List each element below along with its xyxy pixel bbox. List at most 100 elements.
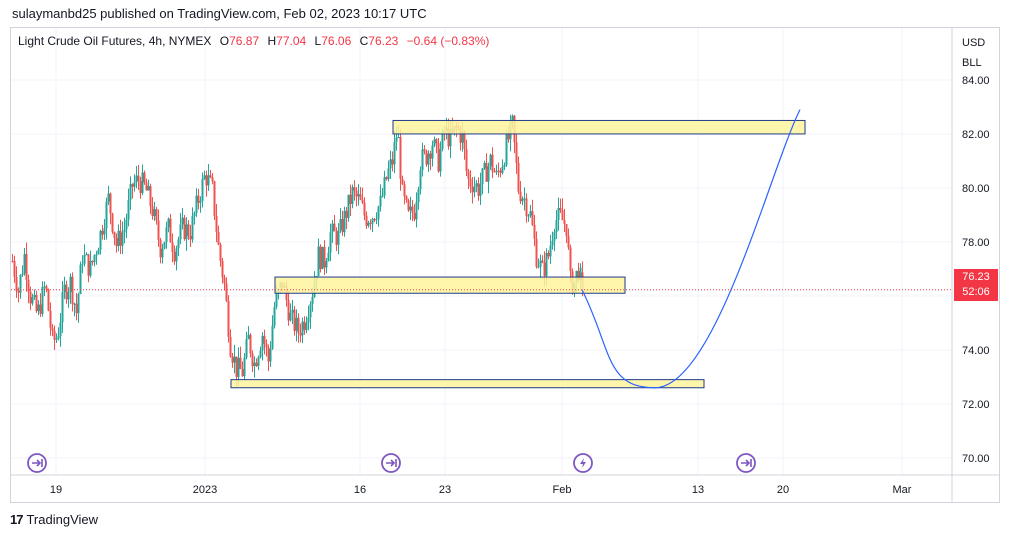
candle-body (79, 264, 82, 295)
candle-body (243, 357, 246, 377)
candle-body (161, 248, 164, 258)
candle-body (355, 190, 358, 197)
candle-body (485, 162, 488, 182)
candle-body (515, 142, 518, 163)
candle-body (365, 215, 368, 226)
candle-body (333, 223, 336, 232)
candle-body (337, 230, 340, 245)
price-tick-label: 84.00 (962, 75, 990, 87)
candle-body (463, 131, 466, 150)
candle-body (271, 325, 274, 349)
candle-body (327, 252, 330, 262)
candle-body (309, 304, 312, 318)
candle-body (113, 231, 116, 238)
candle-body (537, 266, 540, 268)
candle-body (409, 206, 412, 211)
time-tick-label: 2023 (193, 484, 217, 496)
candle-body (307, 317, 310, 323)
candle-body (179, 224, 182, 240)
candle-body (221, 260, 224, 278)
candle-body (427, 153, 430, 165)
candle-body (403, 184, 406, 197)
candle-body (51, 327, 54, 331)
candle-body (191, 215, 194, 240)
candle-body (25, 253, 28, 280)
candle-body (85, 254, 88, 256)
candle-body (91, 260, 94, 263)
high-label: H (267, 34, 277, 48)
candle-body (527, 215, 530, 217)
candle-body (23, 253, 26, 274)
candle-body (219, 244, 222, 261)
arrow-glyph (741, 459, 752, 467)
candle-body (159, 239, 162, 258)
candle-body (249, 334, 252, 354)
candle-body (389, 159, 392, 169)
candle-body (265, 343, 268, 348)
currency-label[interactable]: USD BLL (962, 33, 985, 73)
candle-body (347, 194, 350, 218)
candle-body (67, 292, 70, 300)
candle-body (183, 217, 186, 240)
candle-body (305, 322, 308, 331)
candle-body (417, 189, 420, 203)
candle-body (563, 220, 566, 225)
candle-body (131, 184, 134, 187)
instrument-title: Light Crude Oil Futures, 4h, NYMEX (18, 34, 212, 48)
candle-body (341, 219, 344, 233)
price-zone[interactable] (230, 379, 705, 389)
candle-body (543, 262, 546, 276)
time-tick-label: 23 (439, 484, 451, 496)
candle-body (345, 210, 348, 218)
candle-body (495, 170, 498, 173)
candle-body (63, 284, 66, 293)
candle-body (245, 339, 248, 358)
candle-body (433, 139, 436, 146)
candle-body (565, 224, 568, 237)
candle-body (253, 362, 256, 367)
price-zone[interactable] (392, 119, 806, 135)
candle-body (227, 301, 230, 337)
candle-body (35, 294, 38, 312)
candle-body (299, 333, 302, 336)
price-tick-label: 74.00 (962, 345, 990, 357)
low-value: 76.06 (321, 34, 352, 48)
last-price-value: 76.23 (962, 271, 990, 283)
candle-body (519, 191, 522, 202)
projection-curve[interactable] (581, 109, 801, 389)
candle-body (421, 149, 424, 171)
candle-body (387, 168, 390, 180)
candle-body (123, 229, 126, 233)
arrow-glyph (32, 459, 43, 467)
candle-body (195, 195, 198, 213)
candle-body (329, 232, 332, 253)
candle-body (105, 201, 108, 229)
candle-body (567, 236, 570, 248)
candle-body (169, 218, 172, 243)
close-value: 76.23 (368, 34, 399, 48)
candle-body (419, 170, 422, 190)
candle-body (503, 164, 506, 167)
last-price-tag: 76.23 52:06 (954, 269, 998, 301)
candle-body (499, 170, 502, 173)
low-label: L (314, 34, 322, 48)
candle-body (525, 198, 528, 217)
footer-brand[interactable]: 17 TradingView (10, 512, 98, 527)
candle-body (385, 177, 388, 180)
candle-body (325, 261, 328, 268)
candle-body (531, 211, 534, 225)
candle-body (13, 261, 16, 277)
candle-body (577, 270, 580, 280)
price-zone[interactable] (274, 276, 626, 294)
candle-body (103, 228, 106, 235)
candle-body (205, 175, 208, 186)
candle-body (447, 127, 450, 147)
candle-body (167, 218, 170, 228)
candle-body (49, 310, 52, 328)
chart-legend: Light Crude Oil Futures, 4h, NYMEX O76.8… (18, 34, 489, 48)
candle-body (189, 235, 192, 240)
candle-body (459, 129, 462, 143)
candle-body (261, 335, 264, 351)
candle-body (343, 210, 346, 233)
